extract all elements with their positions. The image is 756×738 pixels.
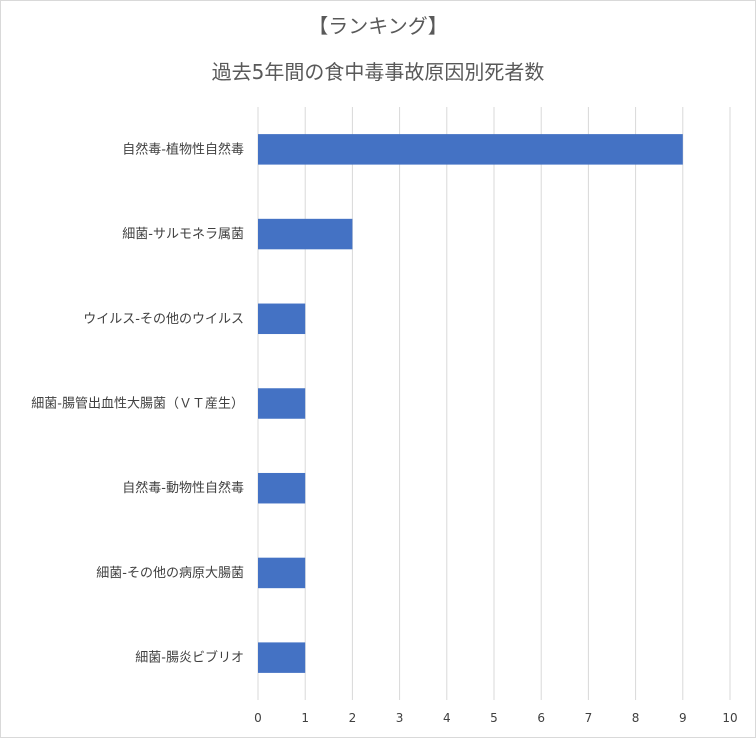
category-label: 細菌-その他の病原大腸菌 [96, 566, 244, 581]
x-tick-label: 5 [490, 711, 498, 725]
chart-title-line-2: 過去5年間の食中毒事故原因別死者数 [211, 60, 545, 84]
x-tick-label: 0 [254, 711, 262, 725]
x-tick-label: 9 [679, 711, 687, 725]
bar [258, 642, 306, 673]
bar [258, 134, 683, 165]
bar [258, 218, 353, 250]
category-label: ウイルス-その他のウイルス [83, 312, 244, 327]
category-label: 細菌-腸炎ビブリオ [135, 650, 244, 666]
x-tick-label: 3 [396, 711, 404, 725]
category-label: 自然毒-動物性自然毒 [122, 480, 244, 496]
category-label: 細菌-サルモネラ属菌 [122, 227, 244, 242]
bars [258, 134, 683, 673]
bar [258, 303, 306, 335]
x-tick-label: 8 [632, 711, 640, 725]
x-tick-label: 7 [585, 711, 593, 725]
x-tick-label: 6 [537, 711, 545, 725]
category-labels: 自然毒-植物性自然毒細菌-サルモネラ属菌ウイルス-その他のウイルス細菌-腸管出血… [31, 141, 244, 665]
x-tick-labels: 0 1 2 3 4 5 6 7 8 9 10 [254, 711, 737, 725]
x-tick-label: 2 [349, 711, 357, 725]
bar [258, 472, 306, 504]
category-label: 自然毒-植物性自然毒 [122, 141, 244, 157]
gridlines [257, 107, 731, 700]
x-tick-label: 1 [301, 711, 309, 725]
x-tick-label: 10 [722, 711, 737, 725]
bar [258, 388, 306, 419]
bar [258, 557, 306, 589]
category-label: 細菌-腸管出血性大腸菌（ＶＴ産生） [31, 396, 244, 412]
chart-title-line-1: 【ランキング】 [308, 14, 448, 38]
x-tick-label: 4 [443, 711, 451, 725]
